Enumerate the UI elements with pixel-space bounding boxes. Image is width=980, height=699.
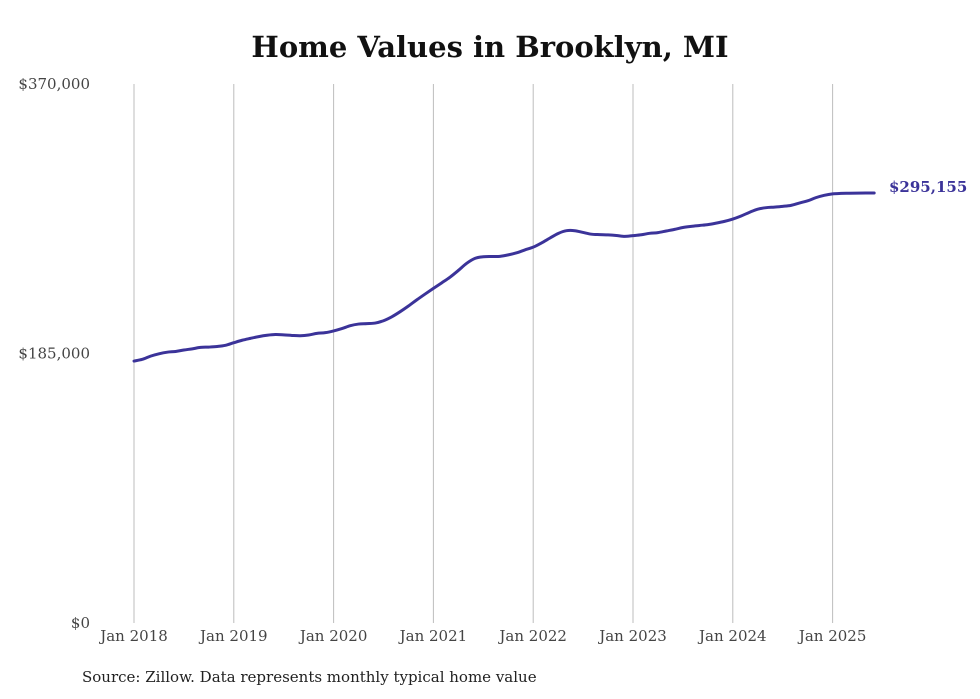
x-tick-label: Jan 2021	[398, 627, 468, 645]
x-tick-label: Jan 2025	[797, 627, 867, 645]
end-value-label: $295,155	[889, 178, 967, 196]
series-layer: $295,155	[132, 178, 967, 363]
series-line	[132, 191, 876, 363]
y-tick-label: $370,000	[18, 75, 90, 93]
x-tick-label: Jan 2022	[497, 627, 567, 645]
source-note: Source: Zillow. Data represents monthly …	[82, 668, 537, 686]
x-tick-label: Jan 2018	[98, 627, 168, 645]
y-tick-label: $0	[71, 614, 90, 632]
x-tick-label: Jan 2023	[597, 627, 667, 645]
chart-title: Home Values in Brooklyn, MI	[251, 30, 729, 64]
x-tick-label: Jan 2019	[198, 627, 268, 645]
y-axis-ticks: $0 $185,000 $370,000	[18, 75, 90, 632]
y-tick-label: $185,000	[18, 345, 90, 363]
x-tick-label: Jan 2024	[697, 627, 767, 645]
gridlines	[133, 84, 834, 623]
x-axis-ticks: Jan 2018 Jan 2019 Jan 2020 Jan 2021 Jan 2022…	[98, 627, 866, 645]
x-tick-label: Jan 2020	[298, 627, 368, 645]
